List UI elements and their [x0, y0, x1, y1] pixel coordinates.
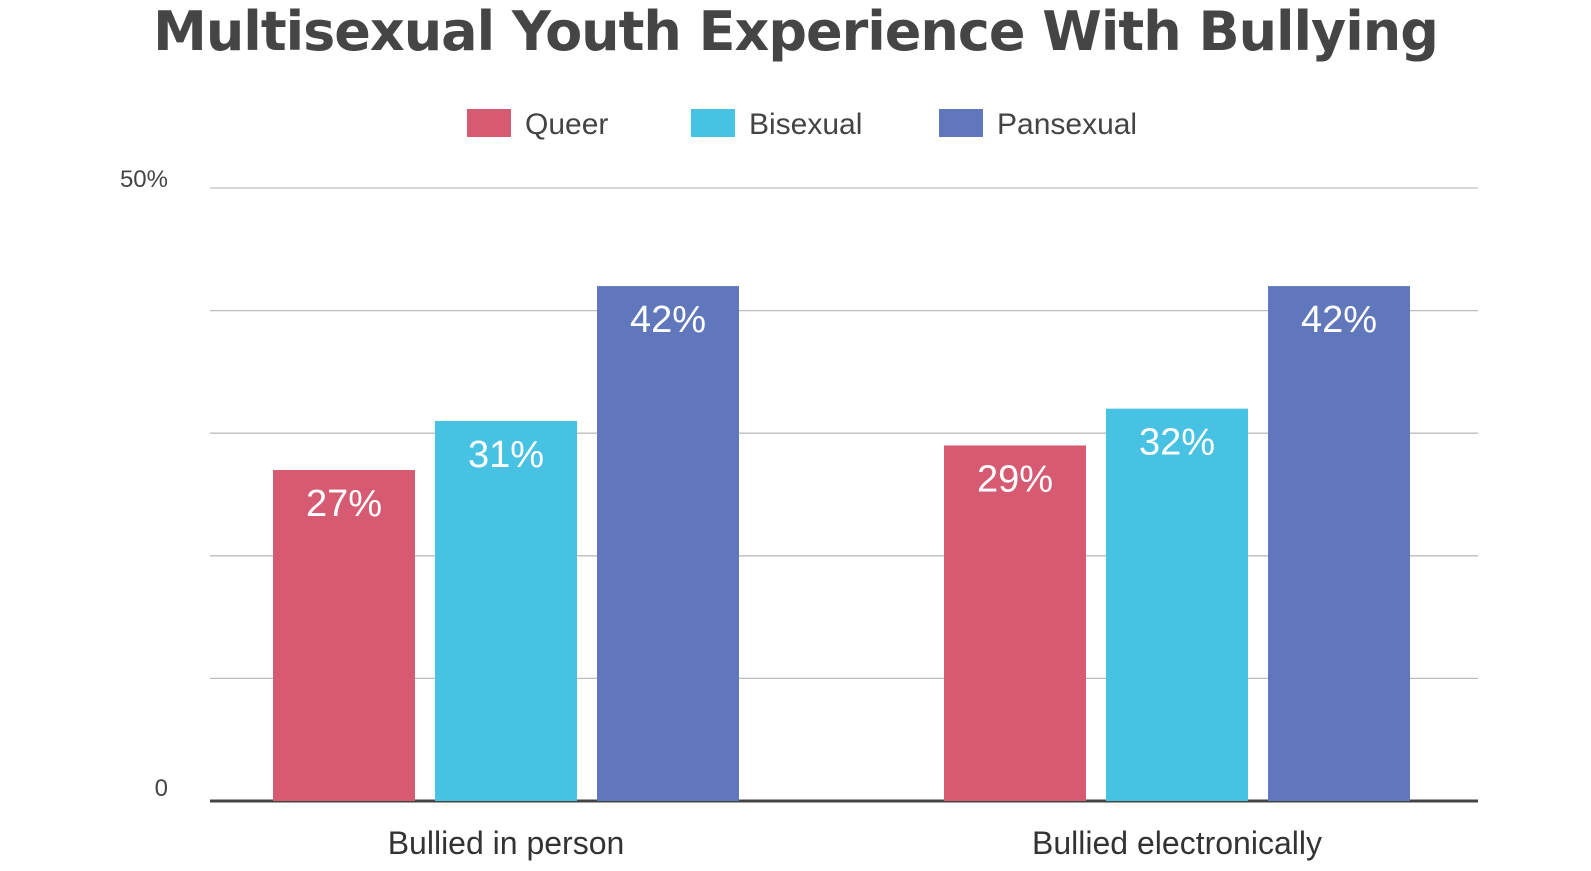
- x-tick-label: Bullied electronically: [1032, 825, 1322, 861]
- bar-pansexual-electronically: [1268, 286, 1410, 802]
- legend-label-pansexual: Pansexual: [997, 108, 1137, 141]
- legend-label-bisexual: Bisexual: [749, 108, 862, 141]
- bar-bisexual-electronically: [1106, 408, 1248, 801]
- legend-swatch-pansexual: [939, 109, 983, 137]
- y-tick-label: 0: [155, 775, 168, 802]
- bar-data-label: 42%: [630, 299, 706, 341]
- legend-swatch-bisexual: [691, 109, 735, 137]
- bar-data-label: 31%: [468, 434, 544, 476]
- bar-data-label: 29%: [977, 458, 1053, 500]
- bar-queer-in-person: [273, 469, 415, 801]
- bar-pansexual-in-person: [597, 286, 739, 802]
- chart-title: Multisexual Youth Experience With Bullyi…: [153, 0, 1439, 63]
- bar-bisexual-in-person: [435, 420, 577, 801]
- legend-label-queer: Queer: [525, 108, 608, 141]
- x-tick-label: Bullied in person: [388, 825, 625, 861]
- legend-swatch-queer: [467, 109, 511, 137]
- bar-queer-electronically: [944, 445, 1086, 801]
- bar-data-label: 32%: [1139, 422, 1215, 464]
- bar-data-label: 42%: [1301, 299, 1377, 341]
- bar-data-label: 27%: [306, 483, 382, 525]
- y-tick-label: 50%: [120, 166, 168, 193]
